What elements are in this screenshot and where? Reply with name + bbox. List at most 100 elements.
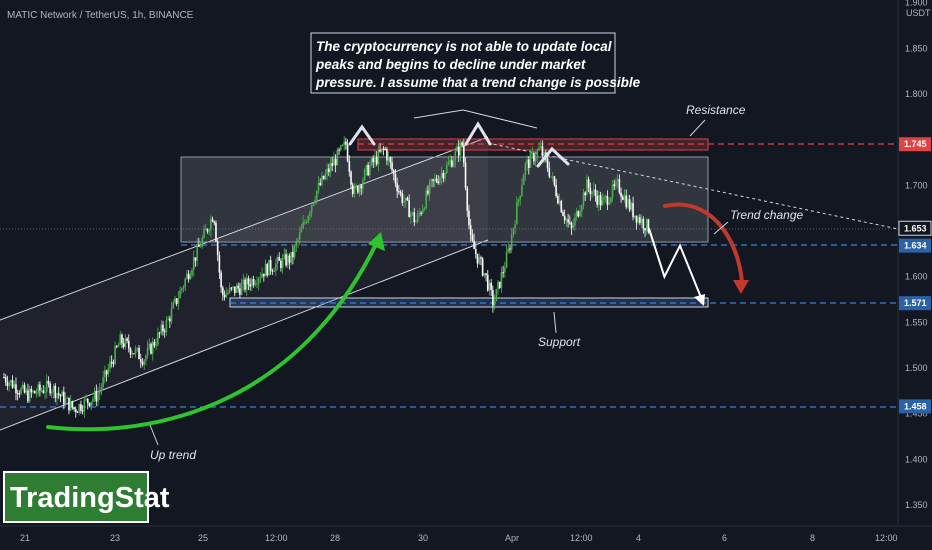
candle-body — [324, 173, 327, 180]
candle-body — [276, 257, 279, 264]
candle-body — [175, 298, 178, 304]
candle-body — [211, 219, 214, 222]
candle-body — [35, 393, 38, 395]
candle-body — [591, 191, 593, 195]
candle-body — [44, 391, 46, 393]
candle-body — [64, 398, 67, 405]
candle-body — [563, 215, 566, 221]
candle-body — [13, 384, 16, 388]
candle-body — [327, 168, 330, 172]
candle-body — [16, 393, 19, 395]
candle-body — [192, 257, 195, 270]
candle-body — [456, 146, 458, 152]
candle-body — [633, 215, 636, 218]
candle-body — [256, 283, 258, 285]
candle-body — [445, 164, 448, 173]
note-line-3: pressure. I assume that a trend change i… — [315, 75, 641, 90]
price-label-value: 1.653 — [904, 223, 927, 233]
candle-body — [216, 241, 219, 256]
candle-body — [611, 184, 614, 198]
candle-body — [196, 244, 198, 261]
candle-body — [517, 199, 520, 203]
note-pointer-right — [462, 109, 538, 129]
candle-body — [22, 384, 24, 389]
candle-body — [290, 251, 292, 263]
candle-body — [264, 264, 267, 277]
candle-body — [620, 192, 622, 197]
candle-body — [199, 246, 202, 248]
candle-body — [386, 149, 388, 161]
candle-body — [240, 284, 243, 295]
candle-body — [286, 255, 289, 266]
candle-body — [408, 200, 410, 218]
candle-body — [557, 195, 559, 204]
candle-body — [165, 319, 168, 332]
candle-body — [232, 286, 234, 288]
candle-body — [618, 179, 621, 193]
candle-body — [69, 401, 72, 411]
candle-body — [339, 145, 342, 151]
candle-body — [198, 244, 200, 247]
candle-body — [247, 278, 250, 285]
candle-body — [61, 391, 63, 397]
candle-body — [98, 390, 101, 394]
candle-body — [187, 273, 190, 280]
candle-body — [345, 141, 347, 145]
candle-body — [157, 332, 159, 345]
candle-body — [435, 178, 438, 182]
projection-path — [647, 227, 705, 304]
price-label-value: 1.458 — [904, 401, 927, 411]
candle-body — [310, 205, 313, 213]
candle-body — [391, 162, 393, 171]
candle-body — [331, 163, 334, 166]
candle-body — [522, 174, 525, 185]
price-axis-ticks: 1.900 1.850 1.800 1.700 1.600 1.550 1.500 1.450… — [905, 0, 928, 510]
candle-body — [401, 193, 404, 203]
note-box — [310, 32, 616, 94]
trend-change-pointer — [713, 221, 729, 235]
candle-body — [546, 158, 549, 169]
candle-body — [616, 179, 619, 182]
candle-body — [480, 257, 482, 259]
x-tick-label: 8 — [810, 533, 815, 543]
candle-body — [11, 380, 14, 388]
candle-body — [569, 222, 571, 224]
candle-body — [263, 273, 265, 277]
candle-body — [230, 287, 233, 289]
candle-body — [100, 386, 103, 391]
candle-body — [427, 190, 429, 194]
candle-body — [341, 144, 344, 146]
candle-body — [225, 293, 228, 298]
candle-body — [353, 187, 356, 194]
candle-body — [451, 160, 453, 167]
candle-body — [27, 390, 29, 402]
candle-body — [239, 288, 241, 295]
candle-body — [348, 161, 351, 172]
candle-body — [73, 407, 75, 410]
candle-body — [336, 149, 339, 166]
trend-change-line — [487, 142, 899, 230]
candle-body — [57, 393, 60, 395]
candle-body — [459, 142, 462, 156]
candle-body — [59, 394, 62, 397]
x-tick-label: 12:00 — [570, 533, 593, 543]
candle-body — [567, 219, 569, 223]
candle-body — [374, 156, 376, 163]
candle-body — [83, 399, 86, 412]
candle-body — [644, 228, 646, 231]
candle-body — [370, 158, 373, 166]
candle-body — [610, 197, 612, 203]
candle-body — [350, 171, 352, 185]
symbol-header: MATIC Network / TetherUS, 1h, BINANCE — [7, 10, 194, 21]
candle-body — [622, 196, 624, 200]
candle-body — [280, 260, 282, 268]
candle-body — [516, 202, 518, 225]
candle-body — [416, 213, 419, 222]
candle-body — [245, 278, 248, 290]
candle-body — [380, 148, 383, 152]
candle-body — [382, 148, 385, 150]
candle-body — [28, 388, 31, 402]
candle-body — [45, 380, 48, 392]
candle-body — [307, 216, 310, 223]
